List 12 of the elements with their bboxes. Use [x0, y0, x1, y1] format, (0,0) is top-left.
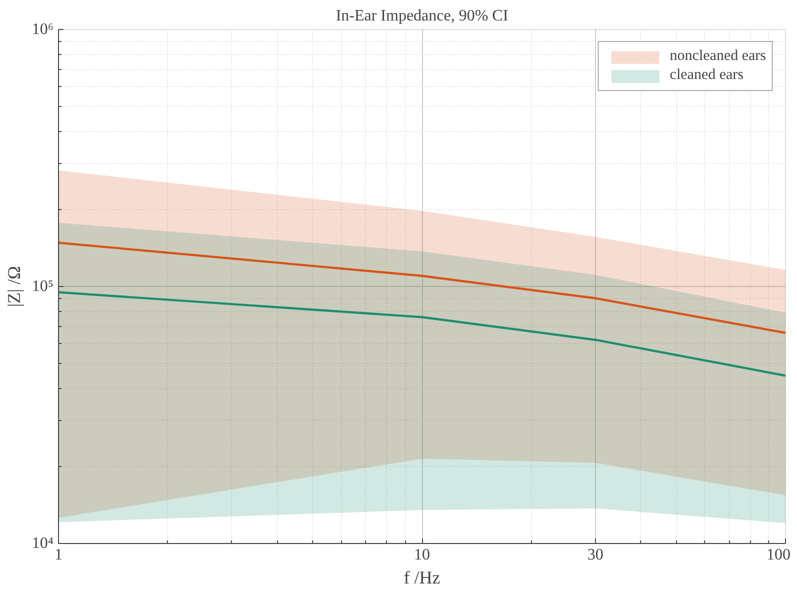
- x-axis-title: f /Hz: [404, 568, 440, 588]
- x-tick-label: 100: [766, 546, 790, 564]
- x-tick-label: 30: [587, 546, 604, 564]
- y-tick-label: 10⁴: [32, 535, 54, 552]
- y-axis-title: |Z| /Ω: [4, 266, 24, 308]
- legend-label: cleaned ears: [670, 67, 744, 84]
- legend-label: noncleaned ears: [670, 48, 766, 65]
- x-tick-label: 1: [54, 546, 62, 564]
- y-tick-label: 10⁵: [32, 278, 54, 295]
- chart-title: In-Ear Impedance, 90% CI: [336, 8, 508, 24]
- y-tick-label: 10⁶: [32, 21, 54, 38]
- x-tick-label: 10: [414, 546, 430, 564]
